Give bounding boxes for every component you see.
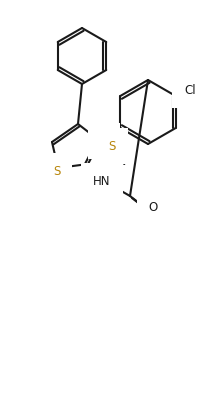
Text: S: S <box>109 139 116 152</box>
Text: S: S <box>53 164 61 177</box>
Text: N: N <box>100 135 108 147</box>
Text: Cl: Cl <box>184 84 196 97</box>
Text: HN: HN <box>93 175 111 187</box>
Text: O: O <box>148 200 158 213</box>
